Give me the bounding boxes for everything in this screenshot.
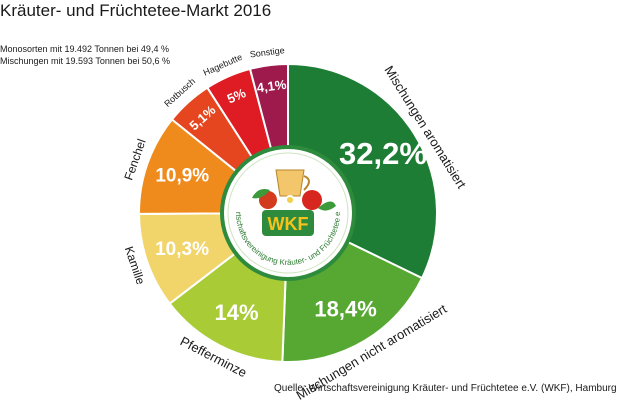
- note-monosorten: Monosorten mit 19.492 Tonnen bei 49,4 %: [0, 44, 169, 54]
- leaf-icon: [252, 189, 270, 199]
- value-label-mischungen-aromatisiert: 32,2%: [339, 136, 427, 171]
- value-label-mischungen-nicht-aromatisiert: 18,4%: [314, 297, 376, 322]
- chamomile-icon: [285, 195, 295, 205]
- mint-leaf-icon: [318, 201, 336, 211]
- value-label-kamille: 10,3%: [155, 239, 209, 260]
- value-label-sonstige: 4,1%: [256, 77, 288, 96]
- chart-title: Kräuter- und Früchtetee-Markt 2016: [0, 1, 272, 20]
- source-note: Quelle: Wirtschaftsvereinigung Kräuter- …: [274, 383, 617, 394]
- value-label-pfefferminze: 14%: [215, 300, 259, 325]
- rosehip-icon: [302, 190, 322, 210]
- category-label-sonstige: Sonstige: [249, 45, 285, 59]
- slices-layer: [137, 62, 438, 363]
- value-label-hagebutte: 5%: [225, 85, 249, 106]
- logo-abbreviation: WKF: [268, 214, 309, 234]
- teacup-icon: [275, 169, 310, 197]
- logo-badge: [262, 210, 314, 236]
- value-label-fenchel: 10,9%: [155, 166, 209, 187]
- note-mischungen: Mischungen mit 19.593 Tonnen bei 50,6 %: [0, 56, 170, 66]
